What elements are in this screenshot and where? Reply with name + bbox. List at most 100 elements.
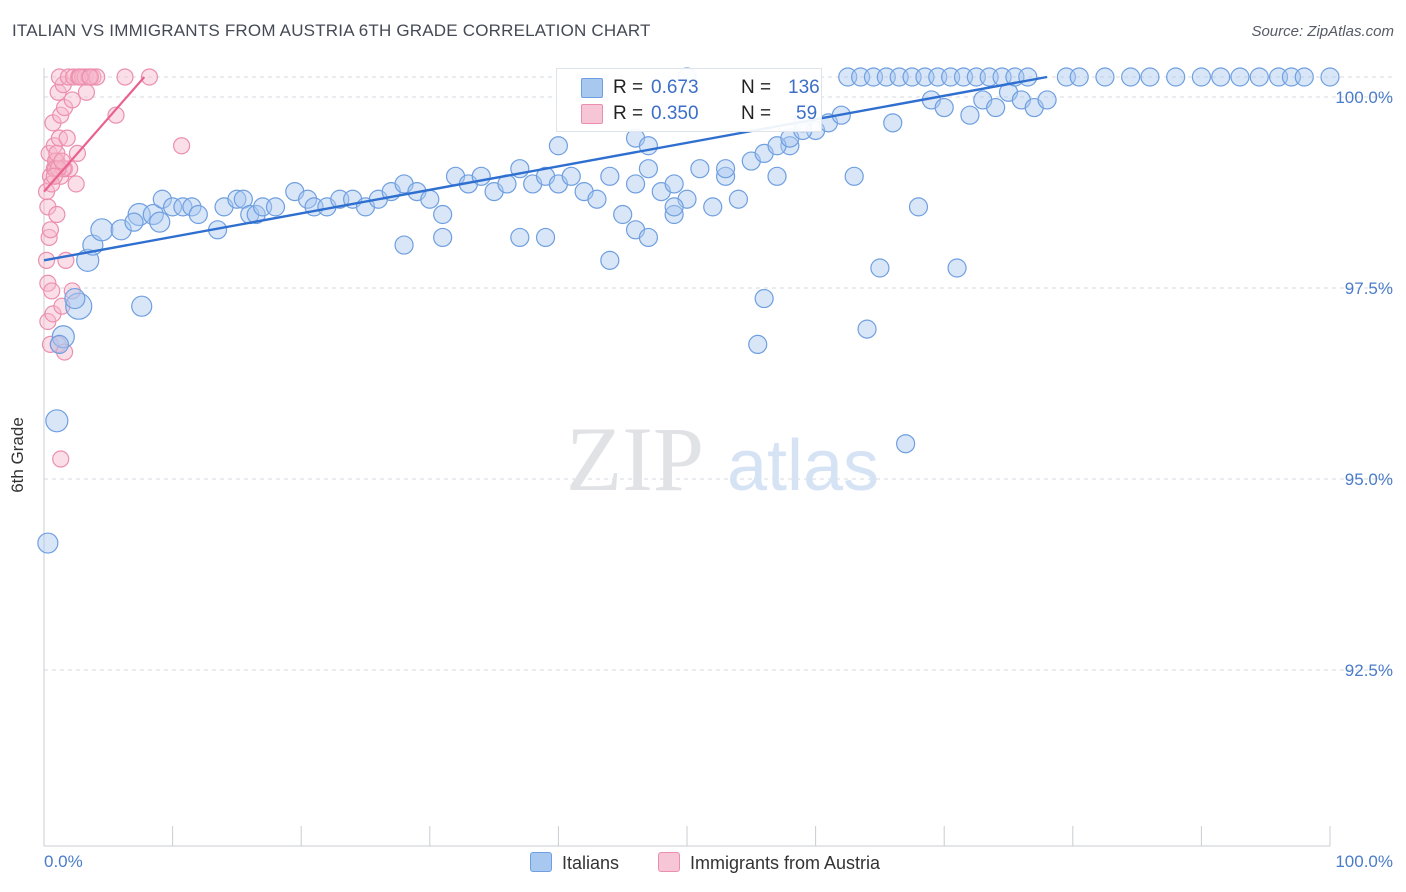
data-point — [600, 166, 620, 186]
data-point — [116, 68, 134, 86]
data-point — [690, 159, 710, 179]
legend-swatch-blue — [581, 78, 603, 98]
data-point — [1069, 67, 1089, 87]
data-point — [535, 227, 556, 248]
source-label: Source: ZipAtlas.com — [1251, 23, 1394, 40]
chart-title: ITALIAN VS IMMIGRANTS FROM AUSTRIA 6TH G… — [12, 21, 651, 40]
data-point — [48, 205, 66, 224]
data-point — [908, 197, 929, 217]
data-point — [664, 197, 684, 217]
data-point — [149, 211, 171, 233]
data-point — [613, 204, 633, 225]
data-point — [152, 189, 172, 209]
data-point — [420, 189, 440, 209]
legend-label-austria: Immigrants from Austria — [690, 853, 881, 873]
data-point — [625, 174, 646, 194]
data-point — [1211, 67, 1231, 87]
data-point — [857, 319, 877, 339]
watermark: ZIP atlas — [566, 408, 879, 510]
data-point — [50, 68, 69, 86]
legend-r-label: R = — [613, 77, 644, 98]
data-point — [934, 97, 954, 118]
data-point — [81, 68, 99, 86]
data-point — [600, 250, 620, 270]
data-point — [45, 167, 63, 185]
data-point — [754, 288, 774, 309]
data-point — [298, 189, 318, 209]
legend-swatch-pink — [658, 852, 680, 872]
data-point — [67, 175, 85, 193]
y-tick-label: 95.0% — [1344, 470, 1393, 489]
data-point — [664, 204, 684, 225]
data-point — [1166, 67, 1186, 87]
data-point — [1121, 67, 1141, 87]
data-point — [124, 212, 144, 232]
data-point — [870, 258, 890, 278]
y-tick-label: 97.5% — [1344, 279, 1393, 298]
correlation-legend: R = 0.673 N = 136 R = 0.350 N = 59 — [556, 68, 822, 132]
y-axis-label: 6th Grade — [8, 417, 27, 493]
data-point — [265, 197, 286, 217]
legend-n-value: 59 — [796, 103, 818, 124]
legend-r-value: 0.673 — [651, 77, 699, 98]
data-point — [131, 295, 153, 317]
data-point — [107, 106, 125, 124]
data-point — [703, 197, 723, 217]
data-point — [64, 287, 86, 310]
data-point — [41, 221, 60, 239]
y-tick-label: 100.0% — [1335, 88, 1393, 107]
data-point — [173, 137, 191, 155]
data-point — [1294, 67, 1314, 87]
data-point — [510, 227, 530, 248]
data-point — [182, 197, 202, 217]
data-point — [767, 166, 787, 186]
data-point — [664, 174, 684, 194]
data-point — [63, 91, 81, 109]
x-tick-label-max: 100.0% — [1335, 852, 1393, 871]
data-point — [163, 197, 183, 217]
series-legend: Italians Immigrants from Austria — [0, 852, 1406, 878]
axes — [43, 68, 1331, 847]
data-point — [728, 189, 749, 209]
data-point — [844, 166, 864, 186]
data-point — [638, 159, 659, 179]
x-tick-label-min: 0.0% — [44, 852, 83, 871]
legend-n-label: N = — [741, 103, 772, 124]
series-italians — [37, 67, 1340, 554]
data-point — [638, 227, 659, 248]
data-point — [986, 97, 1006, 118]
data-point — [90, 218, 114, 242]
y-tick-label: 92.5% — [1344, 661, 1393, 680]
trend-line-austria — [43, 76, 146, 193]
legend-swatch-pink — [581, 104, 603, 124]
legend-item-italians[interactable]: Italians — [530, 852, 619, 874]
legend-item-austria[interactable]: Immigrants from Austria — [658, 852, 880, 874]
data-point — [88, 68, 106, 86]
data-point — [77, 83, 96, 101]
trend-line-italians — [43, 75, 1048, 262]
data-point — [188, 204, 208, 225]
data-point — [1018, 67, 1038, 87]
data-point — [715, 159, 736, 179]
watermark-zip: ZIP — [566, 408, 704, 510]
data-point — [1249, 67, 1269, 87]
legend-swatch-blue — [530, 852, 552, 872]
data-point — [947, 258, 967, 278]
data-point — [1230, 67, 1250, 87]
data-point — [587, 189, 607, 209]
data-point — [140, 68, 159, 86]
watermark-atlas: atlas — [727, 426, 879, 506]
data-point — [883, 113, 903, 133]
data-point — [1191, 67, 1212, 87]
data-point — [110, 219, 132, 241]
legend-r-value: 0.350 — [651, 103, 699, 124]
legend-n-label: N = — [741, 77, 772, 98]
data-point — [1320, 67, 1340, 87]
data-point — [715, 166, 736, 186]
data-point — [52, 450, 70, 468]
data-point — [58, 129, 76, 147]
data-point — [1095, 67, 1115, 87]
data-point — [748, 334, 768, 354]
legend-n-value: 136 — [788, 77, 820, 98]
